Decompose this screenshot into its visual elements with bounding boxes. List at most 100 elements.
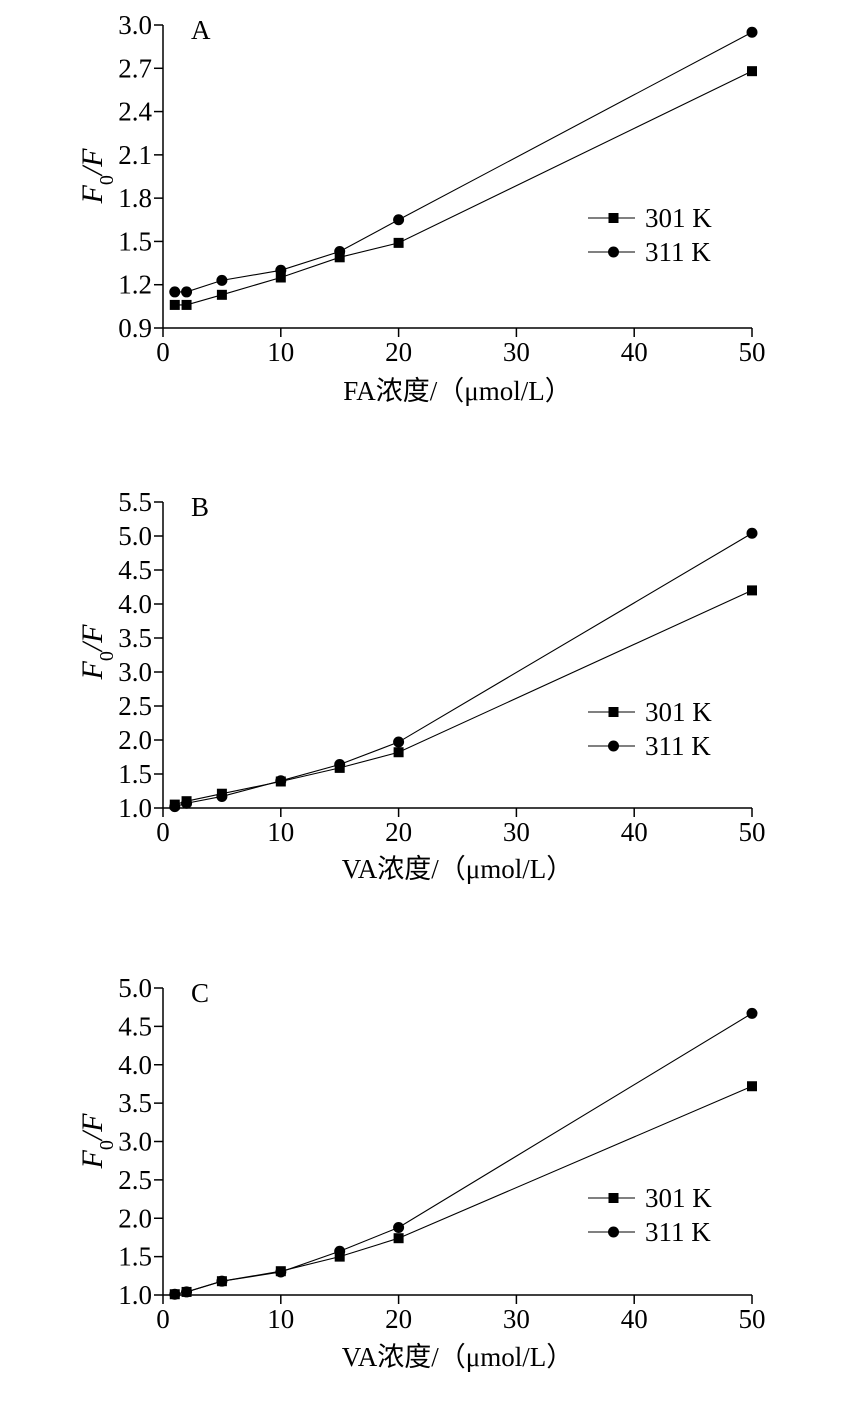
x-tick-label: 10 — [267, 337, 294, 367]
y-tick-label: 2.4 — [118, 97, 152, 127]
x-tick-label: 0 — [156, 817, 170, 847]
data-point-square — [169, 299, 180, 310]
x-tick-label: 10 — [267, 1304, 294, 1334]
x-tick-label: 10 — [267, 817, 294, 847]
x-tick-label: 30 — [503, 1304, 530, 1334]
chart-panel-c: 1.0 1.5 2.0 2.5 3.0 3.5 4.0 4.5 5.0 0 10 20 30 40 50 C V… — [76, 973, 766, 1372]
data-point-circle — [216, 1275, 228, 1287]
data-point-circle — [746, 1007, 758, 1019]
y-tick-label: 4.0 — [118, 1050, 152, 1080]
data-point-circle — [746, 26, 758, 38]
data-point-circle — [393, 736, 405, 748]
y-tick-label: 1.0 — [118, 793, 152, 823]
legend-marker-square — [608, 213, 619, 223]
y-tick-label: 1.5 — [118, 759, 152, 789]
x-tick-label: 20 — [385, 1304, 412, 1334]
data-point-square — [747, 66, 757, 77]
x-tick-label: 50 — [739, 337, 766, 367]
y-tick-label: 1.0 — [118, 1280, 152, 1310]
panel-label: C — [191, 978, 209, 1008]
data-point-circle — [216, 274, 228, 286]
y-tick-label: 2.0 — [118, 1203, 152, 1233]
data-point-square — [393, 1233, 404, 1244]
y-tick-label: 5.0 — [118, 973, 152, 1003]
panel-label: B — [191, 492, 209, 522]
y-tick-label: 3.0 — [118, 10, 152, 40]
x-tick-label: 20 — [385, 337, 412, 367]
data-point-circle — [334, 1245, 346, 1257]
data-point-circle — [169, 286, 181, 298]
legend-label: 311 K — [645, 731, 711, 761]
y-axis-title: F0/F — [76, 1113, 118, 1170]
x-tick-label: 30 — [503, 337, 530, 367]
x-tick-label: 0 — [156, 1304, 170, 1334]
y-tick-label: 5.0 — [118, 521, 152, 551]
y-tick-label: 4.5 — [118, 555, 152, 585]
data-point-circle — [393, 214, 405, 226]
y-tick-label: 3.5 — [118, 623, 152, 653]
x-tick-label: 50 — [739, 1304, 766, 1334]
x-tick-label: 30 — [503, 817, 530, 847]
x-tick-label: 40 — [621, 817, 648, 847]
x-axis-title: VA浓度/（μmol/L） — [342, 1342, 574, 1372]
legend-label: 311 K — [645, 1217, 711, 1247]
legend-marker-circle — [608, 740, 619, 752]
y-tick-label: 3.5 — [118, 1088, 152, 1118]
legend-marker-square — [608, 707, 619, 717]
y-tick-label: 2.7 — [118, 53, 152, 83]
x-tick-label: 50 — [739, 817, 766, 847]
data-point-circle — [181, 1286, 193, 1298]
x-tick-label: 20 — [385, 817, 412, 847]
x-tick-label: 40 — [621, 337, 648, 367]
y-tick-label: 2.5 — [118, 691, 152, 721]
x-axis-title: FA浓度/（μmol/L） — [343, 376, 572, 406]
panel-label: A — [191, 15, 211, 45]
y-tick-label: 2.1 — [118, 140, 152, 170]
data-point-circle — [334, 758, 346, 770]
legend-marker-circle — [608, 246, 619, 258]
legend-marker-square — [608, 1193, 619, 1203]
y-tick-label: 3.0 — [118, 657, 152, 687]
y-tick-label: 2.5 — [118, 1165, 152, 1195]
data-point-circle — [275, 775, 287, 787]
data-point-circle — [334, 246, 346, 258]
legend-label: 301 K — [645, 697, 712, 727]
legend-label: 301 K — [645, 1183, 712, 1213]
y-axis-title: F0/F — [76, 148, 118, 205]
y-tick-label: 4.5 — [118, 1011, 152, 1041]
chart-panel-b: 1.0 1.5 2.0 2.5 3.0 3.5 4.0 4.5 5.0 5.5 0 10 20 30 40 5… — [76, 487, 766, 884]
data-point-circle — [169, 1288, 181, 1300]
legend-marker-circle — [608, 1226, 619, 1238]
y-tick-label: 3.0 — [118, 1127, 152, 1157]
y-tick-label: 4.0 — [118, 589, 152, 619]
data-point-circle — [275, 1266, 287, 1278]
data-point-square — [393, 237, 404, 248]
data-point-circle — [275, 264, 287, 276]
y-tick-label: 1.8 — [118, 183, 152, 213]
data-point-square — [393, 747, 404, 758]
data-point-circle — [169, 801, 181, 813]
data-point-square — [275, 272, 286, 283]
data-point-square — [334, 252, 345, 263]
y-tick-label: 1.2 — [118, 270, 152, 300]
legend-label: 311 K — [645, 237, 711, 267]
legend-label: 301 K — [645, 203, 712, 233]
chart-panel-a: 0.9 1.2 1.5 1.8 2.1 2.4 2.7 3.0 0 10 20 30 40 50 A FA浓度… — [76, 10, 766, 406]
data-point-square — [181, 299, 192, 310]
series-line-301k — [174, 70, 753, 306]
data-point-square — [747, 585, 757, 596]
y-tick-label: 1.5 — [118, 226, 152, 256]
data-point-square — [747, 1081, 757, 1092]
x-tick-label: 0 — [156, 337, 170, 367]
data-point-square — [216, 289, 227, 300]
data-point-circle — [216, 790, 228, 802]
y-tick-label: 5.5 — [118, 487, 152, 517]
data-point-circle — [393, 1221, 405, 1233]
y-axis-title: F0/F — [76, 624, 118, 681]
y-tick-label: 0.9 — [118, 313, 152, 343]
y-tick-label: 1.5 — [118, 1242, 152, 1272]
data-point-circle — [181, 286, 193, 298]
x-tick-label: 40 — [621, 1304, 648, 1334]
series-line-311k — [174, 532, 753, 808]
